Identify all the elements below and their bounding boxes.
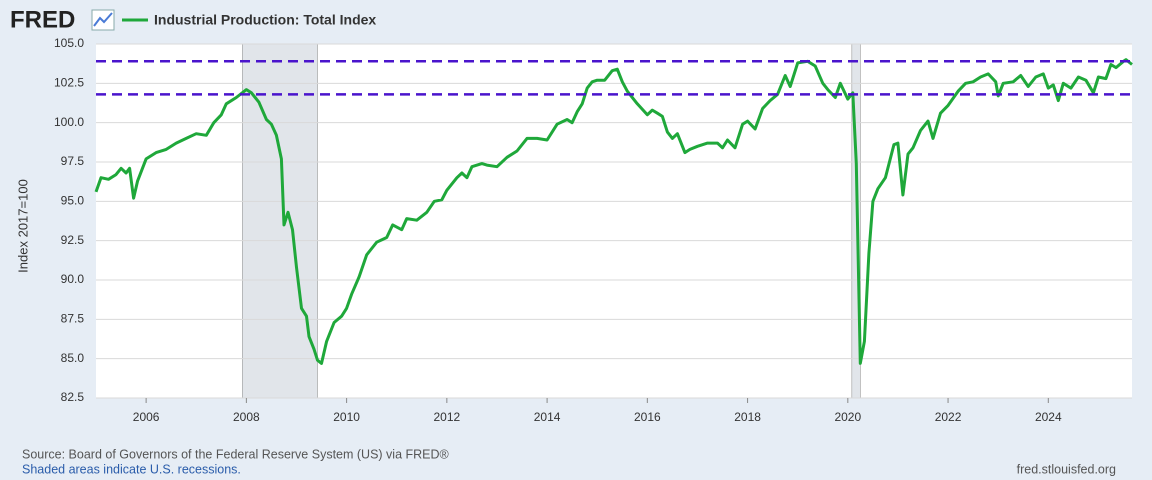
logo-icon <box>91 9 115 31</box>
data-line <box>94 58 1133 365</box>
x-tick-label: 2010 <box>333 410 360 424</box>
y-tick-label: 82.5 <box>61 390 85 404</box>
y-tick-label: 100.0 <box>54 115 84 129</box>
url: fred.stlouisfed.org <box>1017 462 1116 476</box>
y-tick-label: 95.0 <box>61 194 85 208</box>
x-tick-label: 2022 <box>935 410 962 424</box>
source: Source: Board of Governors of the Federa… <box>22 447 450 461</box>
y-tick-label: 97.5 <box>61 154 85 168</box>
x-tick-label: 2012 <box>433 410 460 424</box>
y-tick-label: 92.5 <box>61 233 85 247</box>
y-tick-label: 90.0 <box>61 272 85 286</box>
y-tick-label: 105.0 <box>54 36 84 50</box>
y-tick-label: 102.5 <box>54 76 84 90</box>
x-tick-label: 2024 <box>1035 410 1062 424</box>
x-tick-label: 2014 <box>534 410 561 424</box>
note: Shaded areas indicate U.S. recessions. <box>22 462 241 476</box>
y-axis-label: Index 2017=100 <box>15 179 30 273</box>
x-tick-label: 2020 <box>834 410 861 424</box>
y-tick-label: 85.0 <box>61 351 85 365</box>
y-tick-label: 87.5 <box>61 312 85 326</box>
x-tick-label: 2016 <box>634 410 661 424</box>
x-tick-label: 2008 <box>233 410 260 424</box>
logo: FRED <box>10 6 75 33</box>
x-tick-label: 2006 <box>133 410 160 424</box>
x-tick-label: 2018 <box>734 410 761 424</box>
legend-label: Industrial Production: Total Index <box>154 12 376 28</box>
